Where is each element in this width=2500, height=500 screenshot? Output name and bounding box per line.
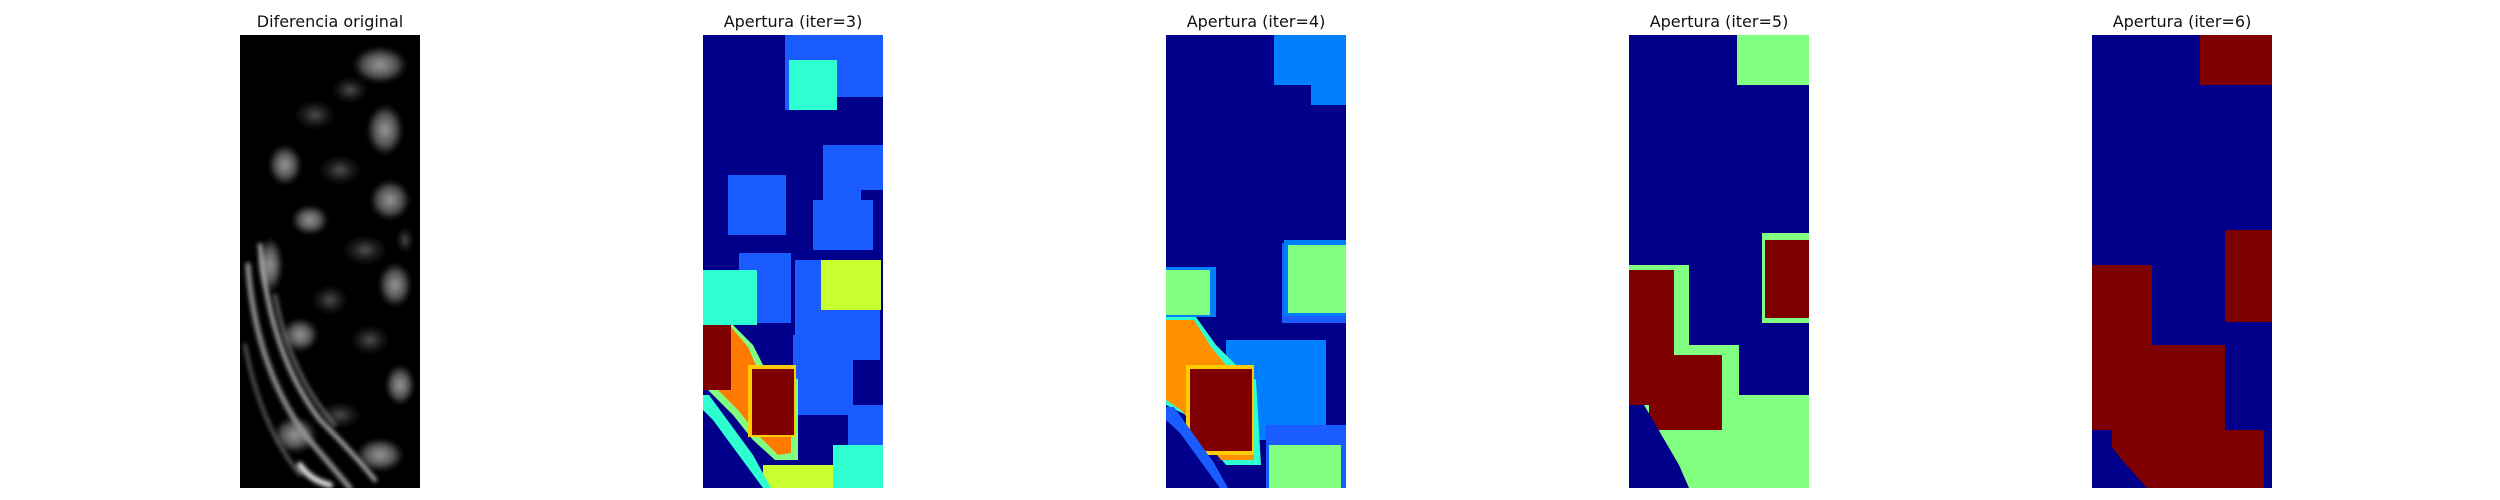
panel-opening-iter-3: Apertura (iter=3) — [703, 0, 883, 500]
opening-iter-6-svg — [2092, 35, 2272, 488]
opening-iter-5-image — [1629, 35, 1809, 488]
panel-title: Diferencia original — [256, 12, 404, 31]
panel-title: Apertura (iter=4) — [1186, 12, 1326, 31]
panel-opening-iter-6: Apertura (iter=6) — [2092, 0, 2272, 500]
grayscale-difference-image — [240, 35, 420, 488]
opening-iter-4-svg — [1166, 35, 1346, 488]
opening-iter-5-svg — [1629, 35, 1809, 488]
opening-iter-6-image — [2092, 35, 2272, 488]
panel-opening-iter-4: Apertura (iter=4) — [1166, 0, 1346, 500]
panel-title: Apertura (iter=3) — [723, 12, 863, 31]
opening-iter-4-image — [1166, 35, 1346, 488]
panel-title: Apertura (iter=6) — [2112, 12, 2252, 31]
panel-original-difference: Diferencia original — [240, 0, 420, 500]
grayscale-difference-svg — [240, 35, 420, 488]
panel-opening-iter-5: Apertura (iter=5) — [1629, 0, 1809, 500]
opening-iter-3-svg — [703, 35, 883, 488]
panel-title: Apertura (iter=5) — [1649, 12, 1789, 31]
opening-iter-3-image — [703, 35, 883, 488]
